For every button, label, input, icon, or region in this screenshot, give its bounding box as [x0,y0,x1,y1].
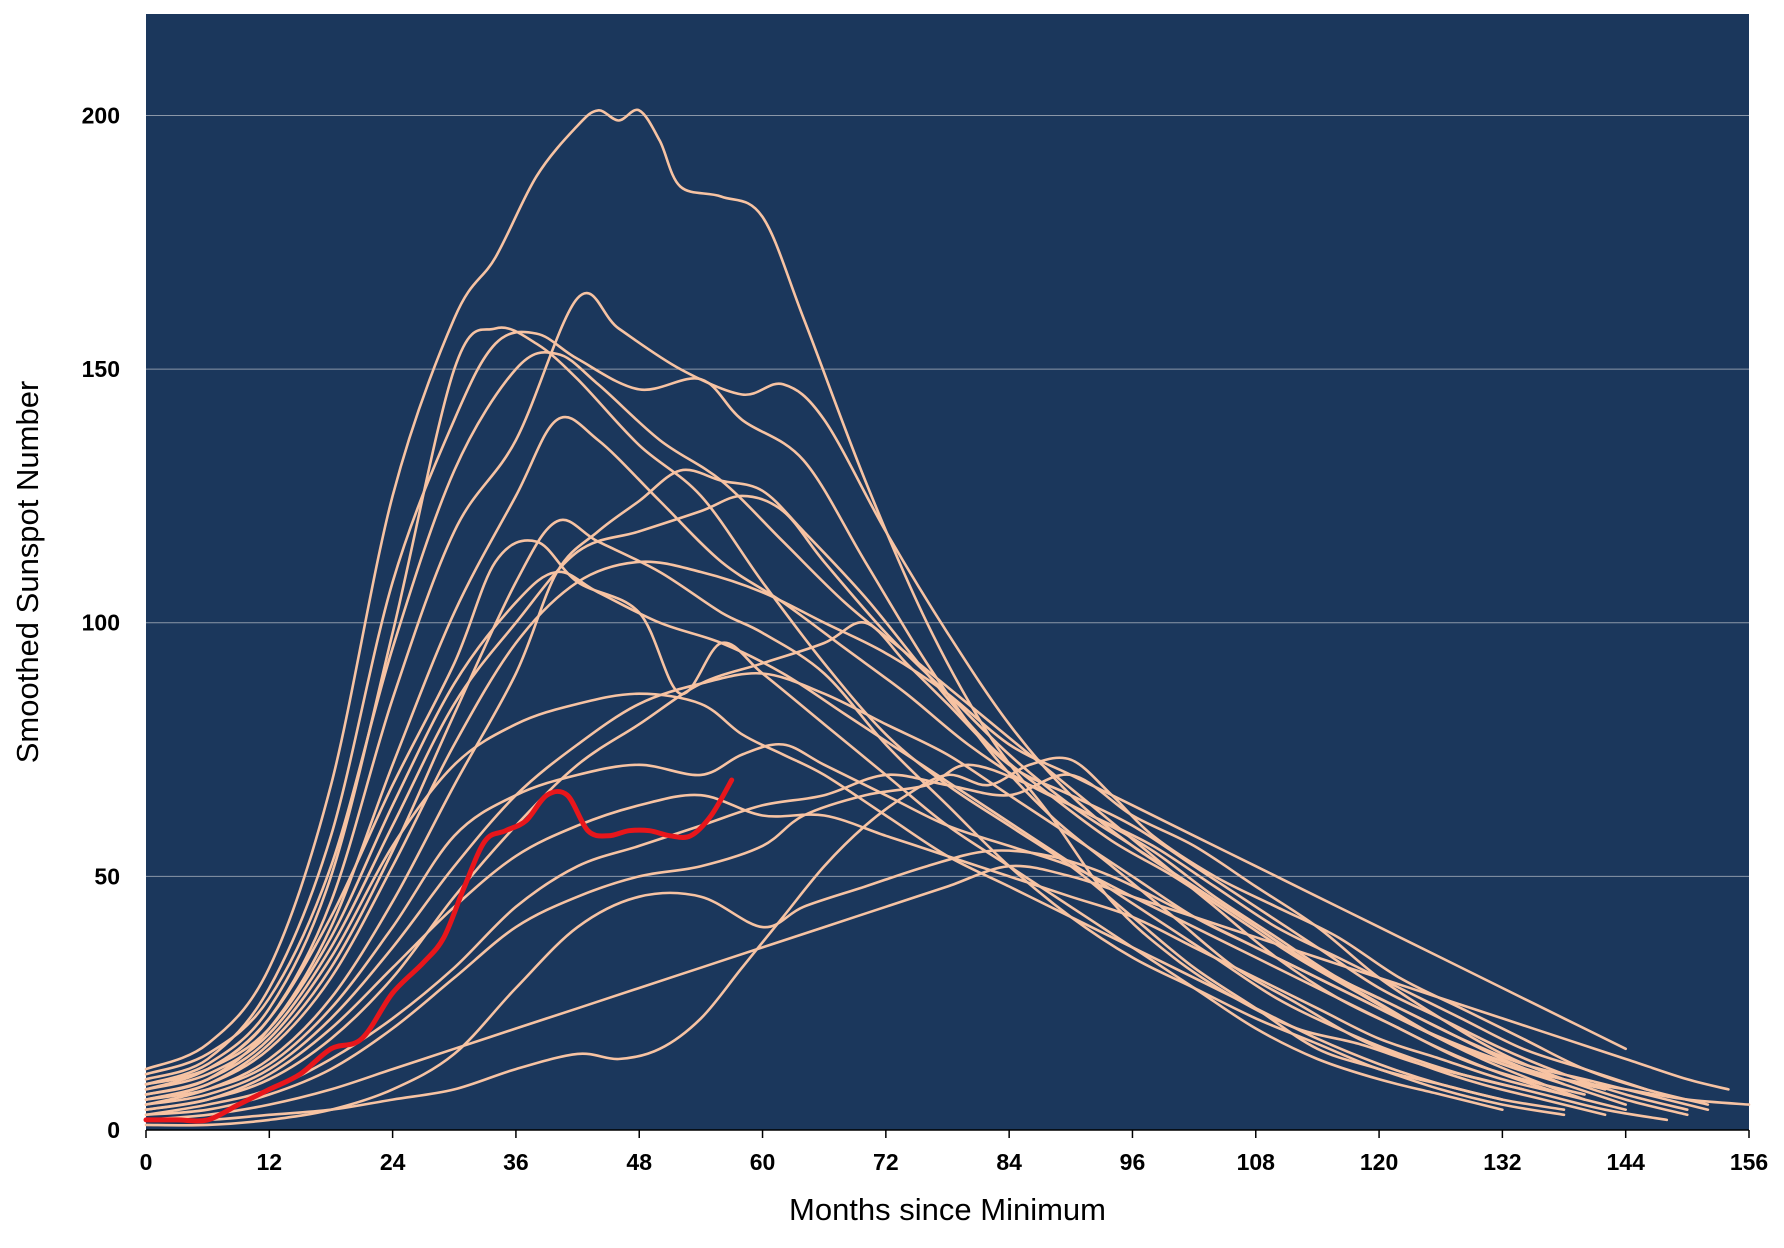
past-cycle-line-22 [144,570,1525,1091]
past-cycle-line-12 [144,351,1586,1096]
past-cycle-line-19 [144,763,1648,1117]
x-tick-label: 156 [1730,1149,1768,1175]
past-cycle-line-7 [144,468,1586,1106]
past-cycle-line-18 [144,742,1566,1101]
y-tick-label: 100 [82,610,120,636]
y-tick-label: 200 [82,102,120,128]
x-tick-label: 72 [873,1149,899,1175]
x-tick-label: 36 [503,1149,529,1175]
x-tick-label: 120 [1360,1149,1398,1175]
current-cycle-line [143,777,735,1124]
past-cycle-line-4 [144,330,1607,1117]
past-cycle-line-8 [144,539,1504,1111]
x-tick-label: 12 [257,1149,283,1175]
x-tick-label: 60 [750,1149,776,1175]
past-cycle-line-14 [144,494,1566,1091]
series-lines [144,108,1751,1127]
past-cycle-line-21 [144,849,1607,1127]
past-cycle-line-16 [144,692,1504,1101]
past-cycle-line-11 [144,864,1730,1122]
y-tick-label: 0 [107,1117,120,1143]
x-tick-label: 144 [1607,1149,1646,1175]
y-tick-label: 50 [94,863,120,889]
x-tick-label: 48 [626,1149,652,1175]
x-tick-label: 84 [996,1149,1022,1175]
plot-area [146,14,1749,1130]
x-tick-label: 24 [380,1149,406,1175]
x-tick-label: 96 [1120,1149,1146,1175]
past-cycle-line-13 [144,560,1627,1101]
past-cycle-line-17 [144,793,1627,1111]
y-axis-title: Smoothed Sunspot Number [10,381,45,764]
x-tick-label: 132 [1483,1149,1521,1175]
past-cycle-line-9 [144,621,1689,1111]
x-tick-label: 0 [140,1149,153,1175]
gridlines [146,114,1749,877]
y-tick-label: 150 [82,356,120,382]
current-cycle [143,777,735,1124]
y-axis-ticks: 0 50 100 150 200 [82,102,120,1143]
x-axis-title: Months since Minimum [789,1192,1106,1227]
x-axis-ticks: 0 12 24 36 48 60 72 84 96 108 120 132 144 156 [140,1129,1768,1175]
x-tick-label: 108 [1237,1149,1276,1175]
past-cycle-line-20 [144,756,1710,1122]
past-cycle-line-10 [144,773,1689,1117]
